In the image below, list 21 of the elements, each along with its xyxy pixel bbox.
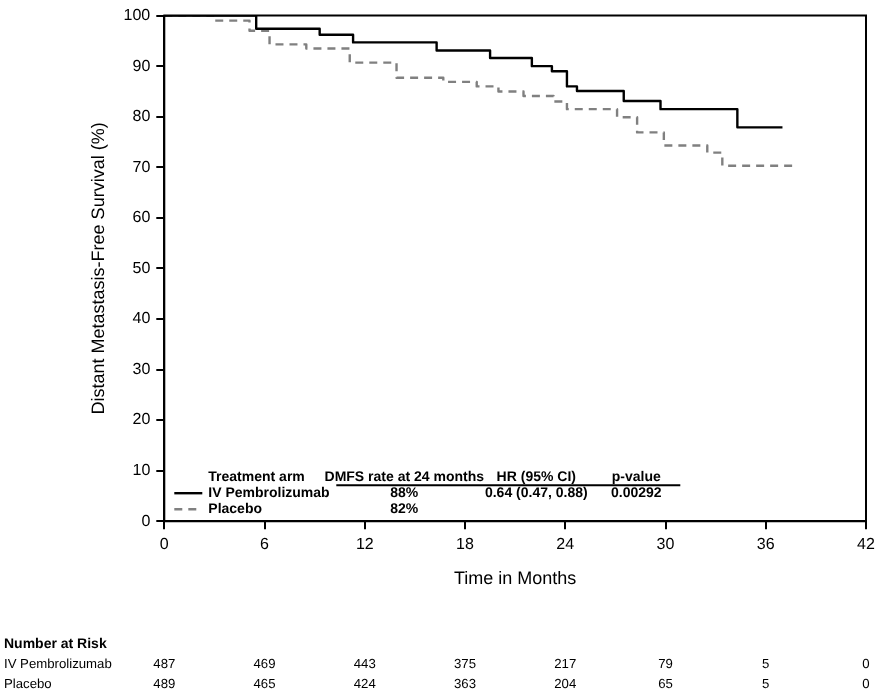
y-tick-label: 10 [132,461,152,480]
y-tick-label: 90 [132,56,152,75]
y-tick-label: 30 [132,359,152,378]
y-tick-label: 60 [132,208,152,227]
x-tick-label: 12 [355,535,375,554]
x-tick-label: 30 [656,535,676,554]
x-tick-label: 18 [456,535,476,554]
y-axis-title: Distant Metastasis-Free Survival (%) [87,122,108,415]
x-tick-label: 42 [857,535,876,554]
y-tick-label: 20 [132,410,152,429]
x-tick-label: 0 [159,535,170,554]
x-tick-label: 24 [556,535,576,554]
y-tick-label: 50 [132,258,152,277]
x-tick-label: 36 [756,535,776,554]
y-tick-label: 40 [132,309,152,328]
y-tick-label: 100 [123,6,152,25]
y-tick-label: 80 [132,107,152,126]
y-tick-label: 70 [132,157,152,176]
x-axis-title: Time in Months [453,568,578,589]
y-tick-label: 0 [141,511,152,530]
x-tick-label: 6 [260,535,271,554]
